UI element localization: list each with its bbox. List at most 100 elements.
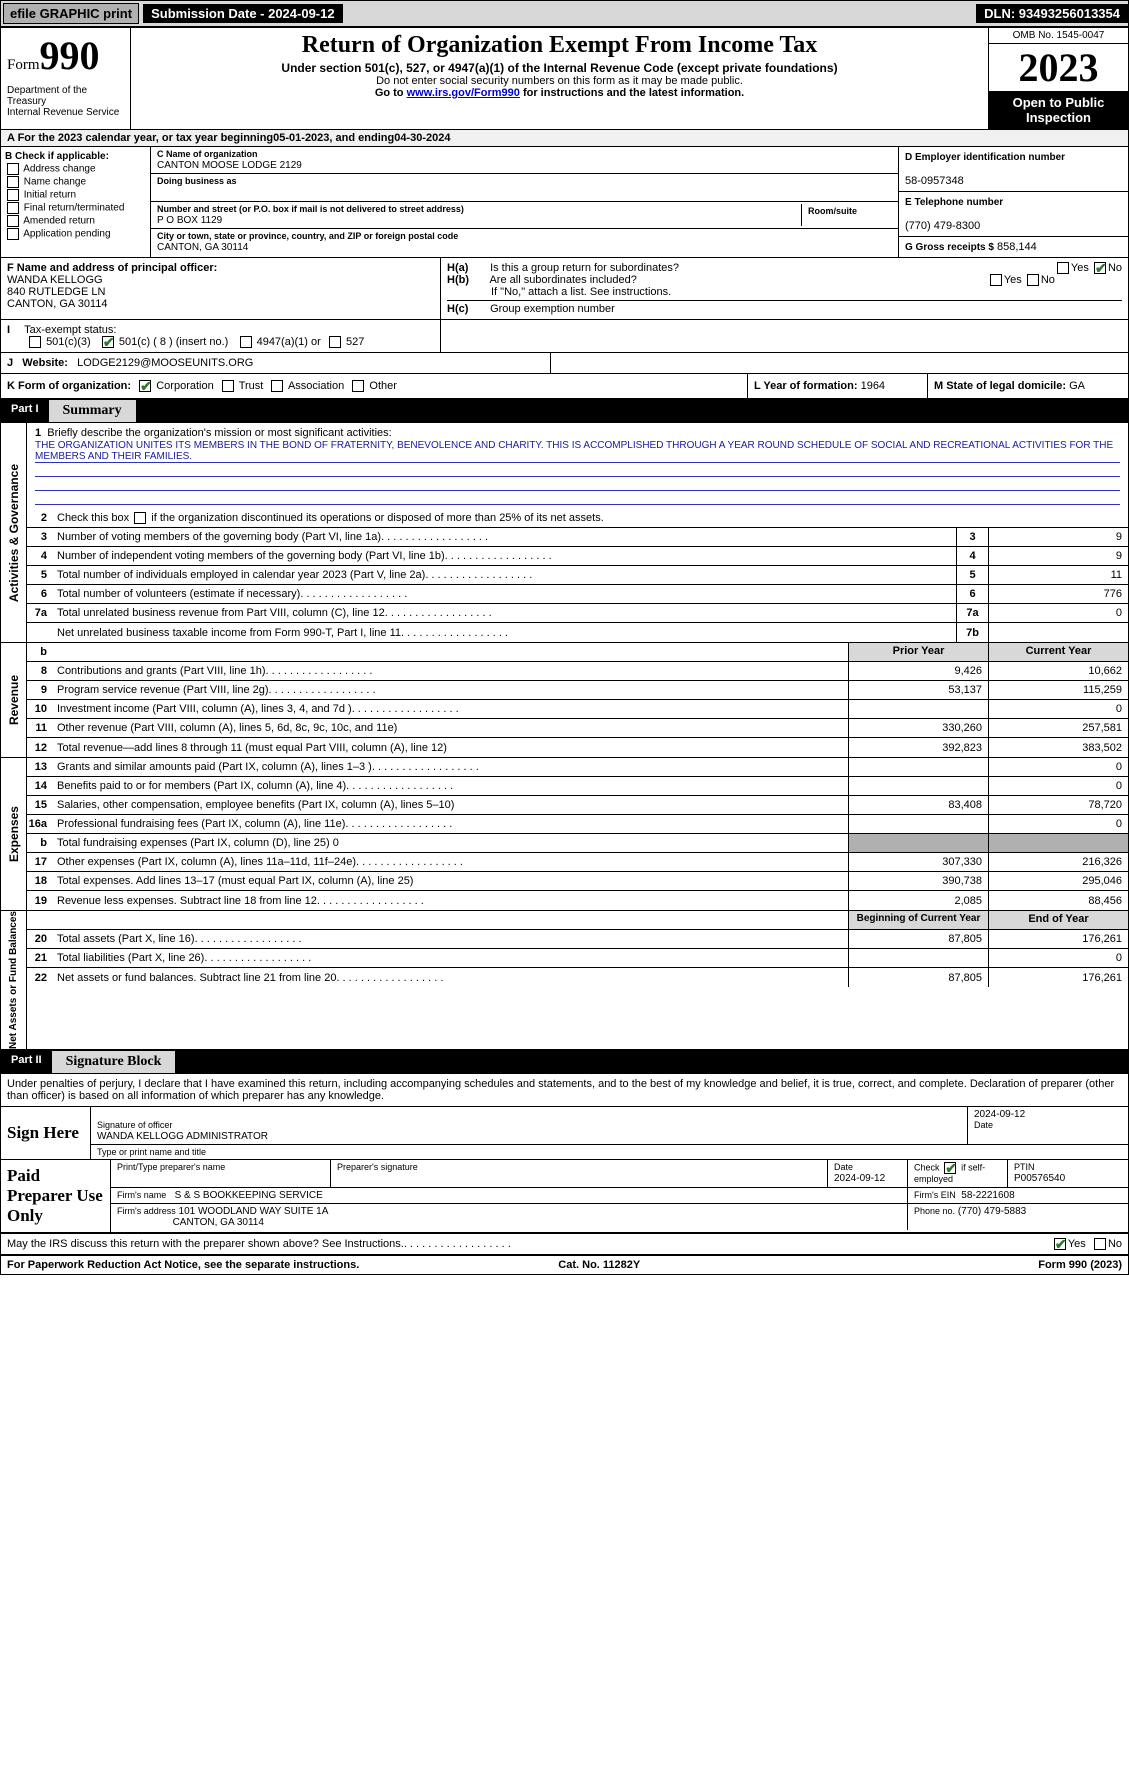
line-4-value: 9 [988, 547, 1128, 565]
line-2-desc: Check this box if the organization disco… [53, 510, 1128, 526]
line-15-desc: Salaries, other compensation, employee b… [53, 797, 848, 813]
discuss-yes-checkbox[interactable] [1054, 1238, 1066, 1250]
check-name-change[interactable]: Name change [5, 176, 146, 188]
efile-graphic-print-button[interactable]: efile GRAPHIC print [3, 3, 139, 24]
preparer-name-label: Print/Type preparer's name [117, 1162, 225, 1172]
part-i-bar: Part I Summary [1, 400, 1128, 423]
sign-date-label: Date [974, 1120, 993, 1130]
line-18-py: 390,738 [848, 872, 988, 890]
prior-year-header: Prior Year [848, 643, 988, 661]
discuss-yes-label: Yes [1068, 1238, 1086, 1250]
mission-text: THE ORGANIZATION UNITES ITS MEMBERS IN T… [35, 439, 1120, 463]
gross-receipts-value: 858,144 [997, 241, 1037, 253]
line-7a-desc: Total unrelated business revenue from Pa… [53, 605, 956, 621]
line-3-value: 9 [988, 528, 1128, 546]
irs-label: Internal Revenue Service [7, 107, 124, 118]
city-state-zip: CANTON, GA 30114 [157, 242, 248, 253]
trust-label: Trust [239, 380, 264, 392]
check-amended-return[interactable]: Amended return [5, 215, 146, 227]
other-checkbox[interactable] [352, 380, 364, 392]
line-4-desc: Number of independent voting members of … [53, 548, 956, 564]
row-a-tax-year: A For the 2023 calendar year, or tax yea… [1, 130, 1128, 147]
line-21-py [848, 949, 988, 967]
hb-yes-checkbox[interactable] [990, 274, 1002, 286]
line-15-cy: 78,720 [988, 796, 1128, 814]
ha-no-checkbox[interactable] [1094, 262, 1106, 274]
checkbox-icon [7, 163, 19, 175]
corp-checkbox[interactable] [139, 380, 151, 392]
line-22-desc: Net assets or fund balances. Subtract li… [53, 970, 848, 986]
line-3-desc: Number of voting members of the governin… [53, 529, 956, 545]
check-application-pending[interactable]: Application pending [5, 228, 146, 240]
firm-addr1: 101 WOODLAND WAY SUITE 1A [179, 1206, 329, 1217]
paid-preparer-label: Paid Preparer Use Only [1, 1160, 111, 1232]
form-title: Return of Organization Exempt From Incom… [137, 32, 982, 59]
check-address-change[interactable]: Address change [5, 163, 146, 175]
phone-value: (770) 479-8300 [905, 220, 980, 232]
preparer-date: 2024-09-12 [834, 1173, 885, 1184]
line-12-cy: 383,502 [988, 738, 1128, 757]
firm-addr2: CANTON, GA 30114 [173, 1217, 264, 1228]
501c-checkbox[interactable] [102, 336, 114, 348]
line-19-cy: 88,456 [988, 891, 1128, 910]
527-checkbox[interactable] [329, 336, 341, 348]
discuss-no-label: No [1108, 1238, 1122, 1250]
hb-no-checkbox[interactable] [1027, 274, 1039, 286]
sign-date: 2024-09-12 [974, 1109, 1025, 1120]
omb-number: OMB No. 1545-0047 [989, 28, 1128, 44]
ha-yes-checkbox[interactable] [1057, 262, 1069, 274]
officer-name: WANDA KELLOGG [7, 274, 103, 286]
part-ii-label: Part II [1, 1051, 52, 1073]
other-label: Other [369, 380, 397, 392]
room-suite-label: Room/suite [808, 206, 857, 216]
form-footer-label: Form 990 (2023) [1038, 1259, 1122, 1271]
line-16a-desc: Professional fundraising fees (Part IX, … [53, 816, 848, 832]
part-ii-bar: Part II Signature Block [1, 1051, 1128, 1074]
part-ii-name: Signature Block [52, 1051, 176, 1073]
line-18-cy: 295,046 [988, 872, 1128, 890]
line-17-py: 307,330 [848, 853, 988, 871]
gross-receipts-label: G Gross receipts $ [905, 242, 994, 253]
row-k-label: K Form of organization: [7, 380, 131, 392]
4947-checkbox[interactable] [240, 336, 252, 348]
ein-label: D Employer identification number [905, 152, 1065, 163]
hb-note: If "No," attach a list. See instructions… [447, 286, 1122, 298]
check-initial-return[interactable]: Initial return [5, 189, 146, 201]
year-formation-label: L Year of formation: [754, 380, 858, 392]
line-8-cy: 10,662 [988, 662, 1128, 680]
checkbox-icon [7, 189, 19, 201]
501c-label: 501(c) ( 8 ) (insert no.) [119, 336, 228, 348]
line-21-cy: 0 [988, 949, 1128, 967]
line-22-cy: 176,261 [988, 968, 1128, 987]
line-8-desc: Contributions and grants (Part VIII, lin… [53, 663, 848, 679]
state-domicile-value: GA [1069, 380, 1085, 392]
line-22-py: 87,805 [848, 968, 988, 987]
org-name-label: C Name of organization [157, 149, 258, 159]
discuss-no-checkbox[interactable] [1094, 1238, 1106, 1250]
firm-ein-label: Firm's EIN [914, 1190, 956, 1200]
firm-addr-label: Firm's address [117, 1206, 176, 1216]
org-name: CANTON MOOSE LODGE 2129 [157, 160, 302, 171]
line-16b-desc: Total fundraising expenses (Part IX, col… [53, 835, 848, 851]
check-final-return[interactable]: Final return/terminated [5, 202, 146, 214]
501c3-checkbox[interactable] [29, 336, 41, 348]
street-address: P O BOX 1129 [157, 215, 222, 226]
self-employed-checkbox[interactable] [944, 1162, 956, 1174]
paperwork-notice: For Paperwork Reduction Act Notice, see … [7, 1259, 359, 1271]
assoc-checkbox[interactable] [271, 380, 283, 392]
line-20-py: 87,805 [848, 930, 988, 948]
box-b-checkboxes: B Check if applicable: Address change Na… [1, 147, 151, 257]
trust-checkbox[interactable] [222, 380, 234, 392]
line-21-desc: Total liabilities (Part X, line 26) [53, 950, 848, 966]
line-1-num: 1 [35, 427, 41, 439]
line-2-checkbox[interactable] [134, 512, 146, 524]
beginning-year-header: Beginning of Current Year [848, 911, 988, 929]
line-6-desc: Total number of volunteers (estimate if … [53, 586, 956, 602]
preparer-sig-label: Preparer's signature [337, 1162, 418, 1172]
line-12-py: 392,823 [848, 738, 988, 757]
mission-question: Briefly describe the organization's miss… [47, 427, 391, 439]
checkbox-icon [7, 228, 19, 240]
irs-form990-link[interactable]: www.irs.gov/Form990 [407, 87, 520, 99]
form-990-document: Form990 Department of the Treasury Inter… [0, 27, 1129, 1275]
line-15-py: 83,408 [848, 796, 988, 814]
